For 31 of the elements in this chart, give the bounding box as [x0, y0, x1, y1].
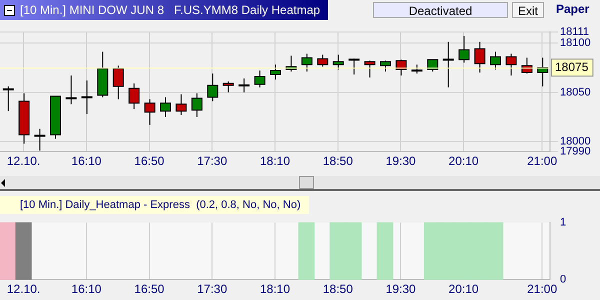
- text: Paper: [556, 2, 590, 16]
- x-tick-label: 19:30: [386, 154, 416, 168]
- text: Exit: [512, 2, 544, 18]
- x-tick-label: 20:10: [448, 282, 479, 296]
- y-tick-label: 0: [560, 274, 566, 286]
- x-tick-label: 18:50: [322, 154, 354, 168]
- x-tick-label: 21:00: [527, 154, 558, 168]
- x-tick-label: 17:30: [197, 154, 228, 168]
- x-tick-label: 16:10: [71, 154, 102, 168]
- y-tick-label: 17990: [560, 146, 591, 158]
- chart-title: [10 Min.] Daily_Heatmap - Express (0.2, 0.8, No, No, No): [0, 196, 309, 214]
- x-tick-label: 16:50: [134, 154, 165, 168]
- x-tick-label: 19:30: [386, 282, 416, 296]
- y-tick-label: 1: [560, 216, 566, 229]
- ref-line-label: 18075: [555, 60, 589, 74]
- x-tick-label: 21:00: [527, 282, 558, 296]
- x-tick-label: 18:50: [322, 282, 354, 296]
- x-tick-label: 16:10: [71, 282, 102, 296]
- y-tick-label: 18111: [560, 26, 589, 38]
- x-tick-label: 16:50: [134, 282, 165, 296]
- x-tick-label: 18:10: [260, 282, 290, 296]
- x-tick-label: 17:30: [197, 282, 228, 296]
- x-tick-label: 18:10: [260, 154, 290, 168]
- y-tick-label: 18050: [560, 86, 591, 98]
- chart-title: [10 Min.] MINI DOW JUN 8 F.US.YMM8 Daily Heatmap: [20, 3, 320, 17]
- x-tick-label: 12.10.: [6, 154, 40, 168]
- x-tick-label: 20:10: [448, 154, 479, 168]
- text: Deactivated: [373, 2, 508, 18]
- y-tick-label: 18100: [560, 36, 591, 49]
- x-tick-label: 12.10.: [6, 282, 40, 296]
- y-tick-label: 18000: [560, 136, 591, 148]
